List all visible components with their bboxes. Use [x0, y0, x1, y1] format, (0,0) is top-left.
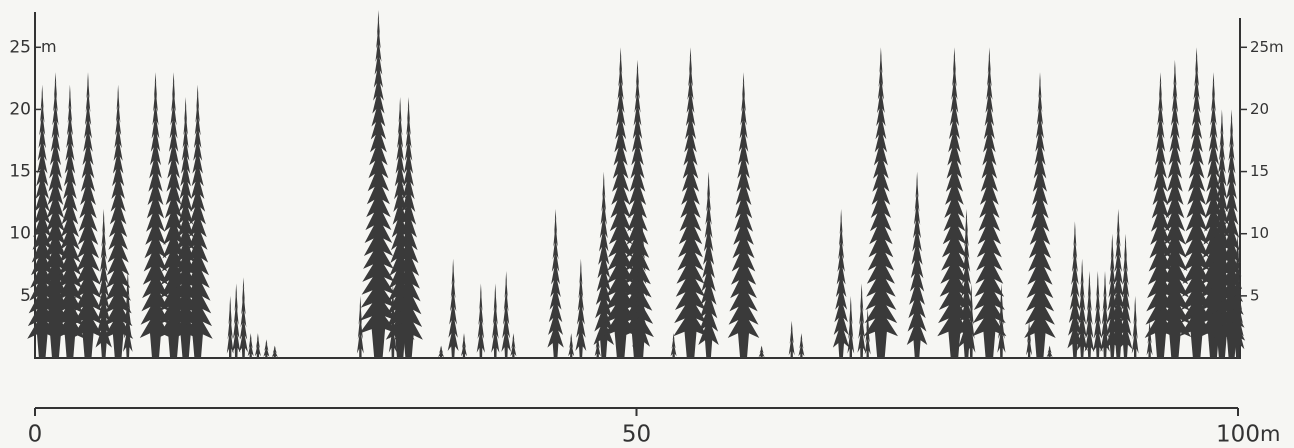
y-tick-label-right: 15	[1250, 162, 1269, 180]
tree	[670, 333, 677, 358]
tree	[594, 333, 601, 358]
tree	[1100, 271, 1110, 358]
tree	[232, 283, 241, 358]
tree	[958, 208, 975, 358]
y-tick-label-left: 10	[9, 224, 31, 244]
tree	[832, 208, 850, 358]
tree	[438, 345, 445, 358]
tree	[727, 72, 760, 358]
tree	[1118, 233, 1133, 358]
tree	[847, 295, 855, 358]
tree	[1067, 221, 1083, 358]
tree	[1093, 271, 1103, 358]
x-tick-label: 100	[1216, 422, 1260, 448]
tree	[95, 208, 112, 358]
tree	[103, 84, 134, 358]
tree	[356, 295, 364, 358]
tree	[510, 333, 517, 358]
tree	[72, 72, 104, 358]
tree	[271, 345, 278, 358]
tree	[157, 72, 190, 358]
tree	[621, 59, 654, 358]
tree	[673, 47, 708, 359]
tree	[632, 196, 650, 358]
tree	[491, 283, 500, 358]
y-tick-label-right: 5	[1250, 286, 1260, 304]
y-tick-label-right: 20	[1250, 100, 1269, 118]
tree	[1076, 258, 1088, 358]
y-tick-label-left: 5	[20, 286, 31, 306]
tree	[863, 47, 898, 359]
tree	[254, 333, 261, 358]
tree	[461, 333, 467, 358]
tree	[698, 171, 719, 358]
tree	[1110, 208, 1127, 358]
tree	[997, 283, 1006, 358]
y-tick-label-right: 25	[1250, 38, 1269, 56]
tree	[1131, 295, 1139, 358]
tree	[1146, 320, 1153, 358]
tree	[226, 295, 234, 358]
tree	[547, 208, 564, 358]
tree	[967, 283, 976, 358]
tree	[758, 345, 765, 358]
x-tick-label: 0	[28, 422, 43, 448]
tree	[1084, 271, 1095, 358]
x-unit: m	[1260, 422, 1280, 446]
tree	[247, 333, 254, 358]
tree	[1024, 72, 1056, 358]
tree	[568, 333, 575, 358]
tree	[239, 277, 248, 358]
tree	[1144, 72, 1177, 358]
tree	[359, 10, 398, 358]
y-tick-label-left: 25	[9, 37, 31, 57]
tree	[27, 84, 58, 358]
tree	[39, 72, 72, 358]
x-tick-label: 50	[622, 422, 651, 448]
y-unit-left: m	[41, 37, 57, 56]
tree	[906, 171, 928, 358]
tree	[476, 283, 485, 358]
tree	[394, 97, 423, 358]
tree	[857, 283, 866, 358]
tree	[1046, 345, 1053, 358]
y-tick-label-left: 20	[9, 99, 31, 119]
tree	[501, 271, 511, 358]
y-unit-right: m	[1269, 38, 1284, 56]
tree	[1230, 233, 1245, 358]
tree	[182, 84, 213, 358]
tree	[1197, 72, 1230, 358]
tree	[593, 171, 614, 358]
y-tick-label-left: 15	[9, 162, 31, 182]
tree	[575, 258, 587, 358]
y-tick-label-right: 10	[1250, 224, 1269, 242]
tree	[123, 271, 133, 358]
tree	[263, 339, 270, 358]
tree	[447, 258, 459, 358]
tree	[798, 333, 805, 358]
tree	[788, 320, 795, 358]
tree	[139, 72, 172, 358]
tree	[972, 47, 1007, 359]
tree	[1158, 59, 1192, 358]
tree	[54, 84, 85, 358]
tree	[1026, 320, 1033, 358]
